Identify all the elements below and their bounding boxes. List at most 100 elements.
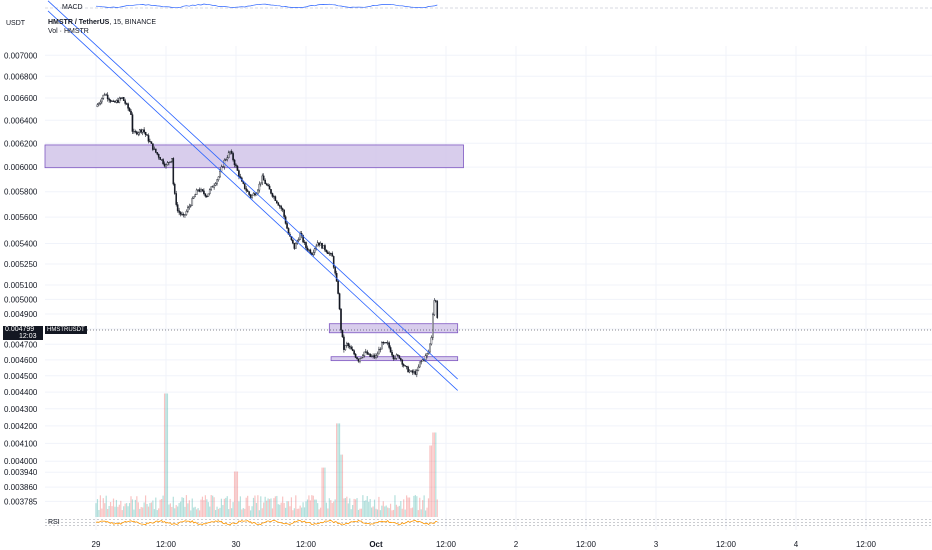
- candle-body: [137, 132, 140, 135]
- volume-legend[interactable]: Vol · HMSTR: [48, 28, 89, 35]
- volume-bar: [174, 508, 176, 517]
- volume-bar: [163, 393, 166, 517]
- candle: [258, 181, 261, 193]
- candle-body: [159, 157, 161, 160]
- candle: [185, 209, 188, 216]
- volume-bar: [236, 471, 239, 517]
- volume-bar: [245, 497, 247, 517]
- volume-bar: [196, 509, 198, 517]
- macd-pane: [45, 3, 932, 9]
- candle-body: [245, 188, 248, 191]
- candle: [99, 99, 102, 106]
- candle: [389, 345, 392, 353]
- candle-body: [433, 300, 436, 316]
- candle: [356, 356, 358, 360]
- volume-bar: [257, 495, 259, 517]
- candle: [169, 161, 172, 163]
- candle: [159, 156, 161, 160]
- price-tick-label: 0.005400: [4, 240, 38, 249]
- time-tick-label: 3: [654, 540, 659, 549]
- volume-bar: [244, 508, 246, 517]
- candle: [226, 155, 229, 162]
- candle-body: [420, 360, 423, 363]
- candle-body: [258, 183, 261, 191]
- price-axis[interactable]: 0.007000 0.006800 0.006600 0.006400 0.006200…: [4, 51, 38, 506]
- volume-bars: [95, 393, 438, 517]
- grid-lines: [45, 46, 932, 530]
- volume-bar: [336, 423, 338, 517]
- candle: [379, 347, 382, 353]
- candle-body: [181, 214, 183, 216]
- candle: [413, 369, 415, 375]
- candle-body: [379, 348, 382, 350]
- volume-bar: [423, 495, 425, 517]
- candle-body: [281, 208, 284, 211]
- candle: [325, 249, 328, 254]
- currency-label: USDT: [6, 20, 26, 27]
- volume-bar: [190, 510, 192, 517]
- price-tick-label: 0.005000: [4, 295, 38, 304]
- macd-legend[interactable]: MACD: [62, 4, 83, 11]
- volume-bar: [343, 498, 345, 517]
- price-tick-label: 0.004600: [4, 356, 38, 365]
- candle-body: [413, 371, 415, 373]
- candle-body: [381, 341, 383, 350]
- candle: [166, 160, 169, 166]
- candle: [246, 188, 249, 192]
- volume-bar: [261, 508, 263, 517]
- volume-bar: [298, 508, 300, 517]
- candle: [303, 240, 306, 245]
- candle-body: [430, 337, 433, 345]
- volume-bar: [341, 454, 344, 517]
- candle-body: [328, 253, 331, 255]
- candle: [367, 352, 370, 356]
- volume-bar: [146, 503, 148, 517]
- candle-body: [311, 253, 313, 255]
- candle-body: [329, 253, 332, 255]
- volume-bar: [216, 506, 218, 517]
- candle-body: [178, 210, 180, 213]
- candle-body: [327, 251, 329, 254]
- candle: [117, 97, 119, 104]
- time-axis[interactable]: 29 12:00 30 12:00 Oct 12:00 2 12:00 3 12:00 4 12:00: [92, 540, 877, 549]
- volume-bar: [264, 496, 266, 517]
- candle-body: [141, 129, 144, 133]
- volume-bar: [193, 507, 195, 517]
- candle-body: [189, 205, 192, 207]
- candle-body: [217, 176, 220, 181]
- volume-bar: [187, 503, 189, 517]
- candle-body: [109, 99, 112, 102]
- volume-bar: [114, 506, 116, 517]
- volume-bar: [274, 496, 276, 517]
- candle: [381, 341, 383, 350]
- symbol-title[interactable]: HMSTR / TetherUS, 15, BINANCE: [48, 19, 157, 26]
- volume-bar: [184, 506, 186, 517]
- candle-body: [182, 214, 185, 216]
- candle-body: [235, 164, 237, 167]
- candle-body: [195, 189, 198, 195]
- trendlines: [47, 0, 458, 391]
- volume-bar: [344, 498, 346, 517]
- time-tick-label: 2: [514, 540, 519, 549]
- volume-bar: [414, 495, 416, 517]
- volume-bar: [161, 499, 163, 517]
- candle-body: [407, 366, 409, 373]
- volume-bar: [352, 504, 354, 517]
- volume-bar: [228, 509, 230, 517]
- candle: [347, 342, 350, 349]
- candle: [354, 353, 357, 359]
- candle-body: [401, 359, 404, 365]
- candle-body: [399, 358, 402, 361]
- volume-bar: [175, 505, 177, 517]
- candle: [138, 128, 141, 136]
- candle: [429, 343, 431, 355]
- volume-bar: [242, 508, 244, 517]
- time-tick-label: 30: [232, 540, 241, 549]
- volume-bar: [165, 393, 167, 517]
- candle-body: [277, 202, 280, 206]
- candle-body: [414, 371, 417, 375]
- candle: [375, 352, 377, 360]
- volume-bar: [107, 509, 109, 517]
- rsi-legend[interactable]: RSI: [48, 519, 60, 526]
